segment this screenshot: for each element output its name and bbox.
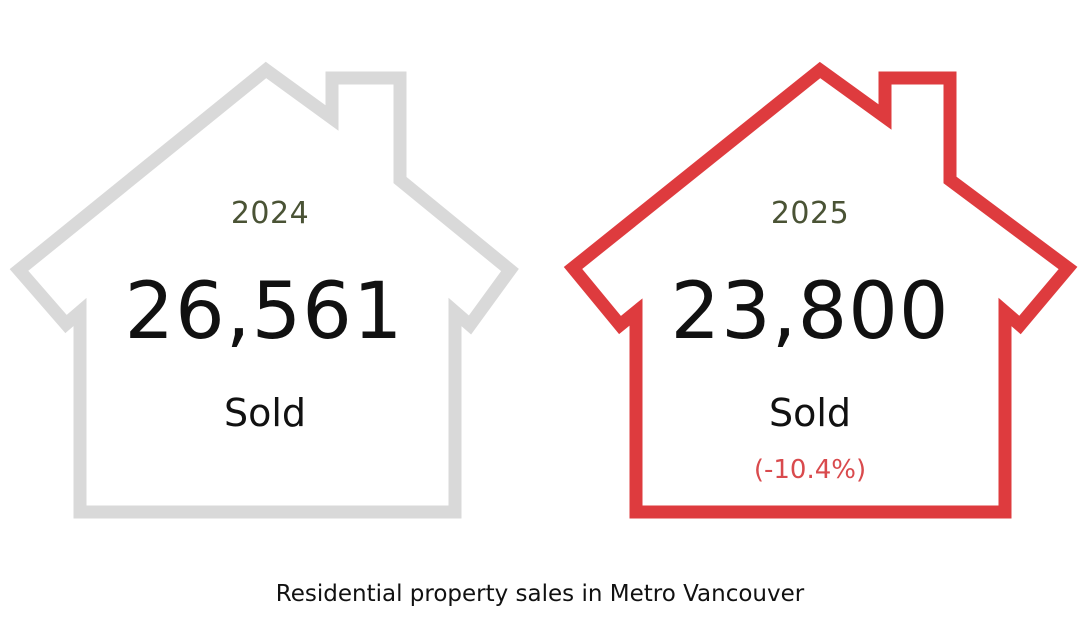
sales-count: 23,800 [670,267,950,357]
percent-change: (-10.4%) [753,455,867,485]
sold-label: Sold [768,391,852,435]
sales-count: 26,561 [124,267,404,357]
year-label: 2024 [230,196,310,231]
year-label: 2025 [770,196,850,231]
sold-label: Sold [223,391,307,435]
house-card-2024: 2024 26,561 Sold [9,61,519,519]
house-outline-icon [9,61,519,519]
house-outline-icon [563,61,1078,519]
caption: Residential property sales in Metro Vanc… [275,581,805,607]
house-card-2025: 2025 23,800 Sold (-10.4%) [540,0,1080,619]
